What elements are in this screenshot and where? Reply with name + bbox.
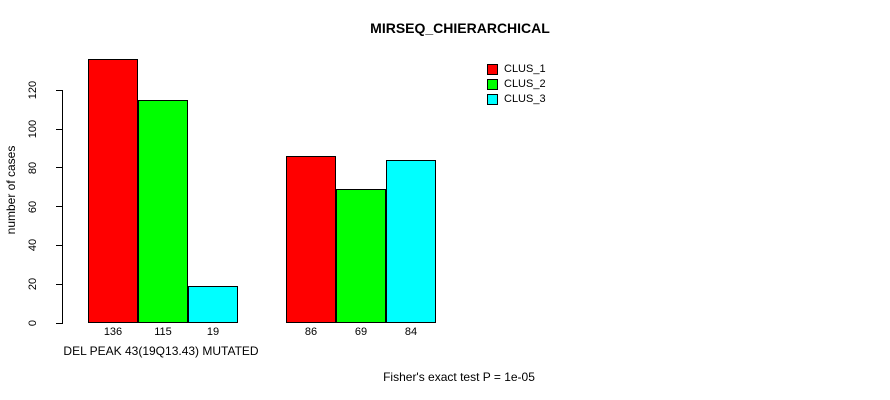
legend-swatch-clus_1	[487, 63, 498, 75]
bar-clus_2-group1	[138, 100, 188, 323]
chart-title: MIRSEQ_CHIERARCHICAL	[370, 20, 550, 36]
bar-clus_1-group1	[88, 59, 138, 323]
y-axis-tick	[56, 128, 63, 130]
bar-clus_3-group2	[386, 160, 436, 323]
bar-value-label: 19	[206, 326, 220, 338]
y-axis-tick	[56, 89, 63, 91]
y-axis-tick-label: 40	[27, 239, 39, 252]
bar-value-label: 69	[354, 326, 368, 338]
bar-value-label: 136	[103, 326, 123, 338]
bar-value-label: 86	[304, 326, 318, 338]
legend-label: CLUS_1	[504, 63, 546, 75]
y-axis-tick-label: 0	[27, 319, 39, 327]
bar-clus_2-group2	[336, 189, 386, 323]
legend-swatch-clus_3	[487, 93, 498, 105]
legend-label: CLUS_2	[504, 78, 546, 90]
y-axis-tick-label: 60	[27, 200, 39, 213]
x-axis-label: DEL PEAK 43(19Q13.43) MUTATED	[63, 344, 259, 358]
bar-clus_3-group1	[188, 286, 238, 323]
y-axis-tick	[56, 244, 63, 246]
bar-value-label: 115	[154, 326, 172, 338]
stat-annotation: Fisher's exact test P = 1e-05	[383, 370, 535, 384]
y-axis-tick	[56, 283, 63, 285]
legend-item: CLUS_2	[487, 78, 546, 90]
y-axis-tick	[56, 167, 63, 169]
y-axis-tick-label: 80	[27, 161, 39, 174]
bar-clus_1-group2	[286, 156, 336, 323]
legend-item: CLUS_1	[487, 63, 546, 75]
legend: CLUS_1 CLUS_2 CLUS_3	[487, 63, 546, 108]
legend-swatch-clus_2	[487, 78, 498, 90]
y-axis-tick	[56, 206, 63, 208]
y-axis-tick-label: 120	[27, 81, 39, 100]
bar-value-label: 84	[404, 326, 418, 338]
y-axis-tick-label: 20	[27, 278, 39, 291]
y-axis-tick	[56, 322, 63, 324]
legend-label: CLUS_3	[504, 93, 546, 105]
y-axis-tick-label: 100	[27, 119, 39, 139]
legend-item: CLUS_3	[487, 93, 546, 105]
y-axis-label: number of cases	[4, 145, 18, 235]
